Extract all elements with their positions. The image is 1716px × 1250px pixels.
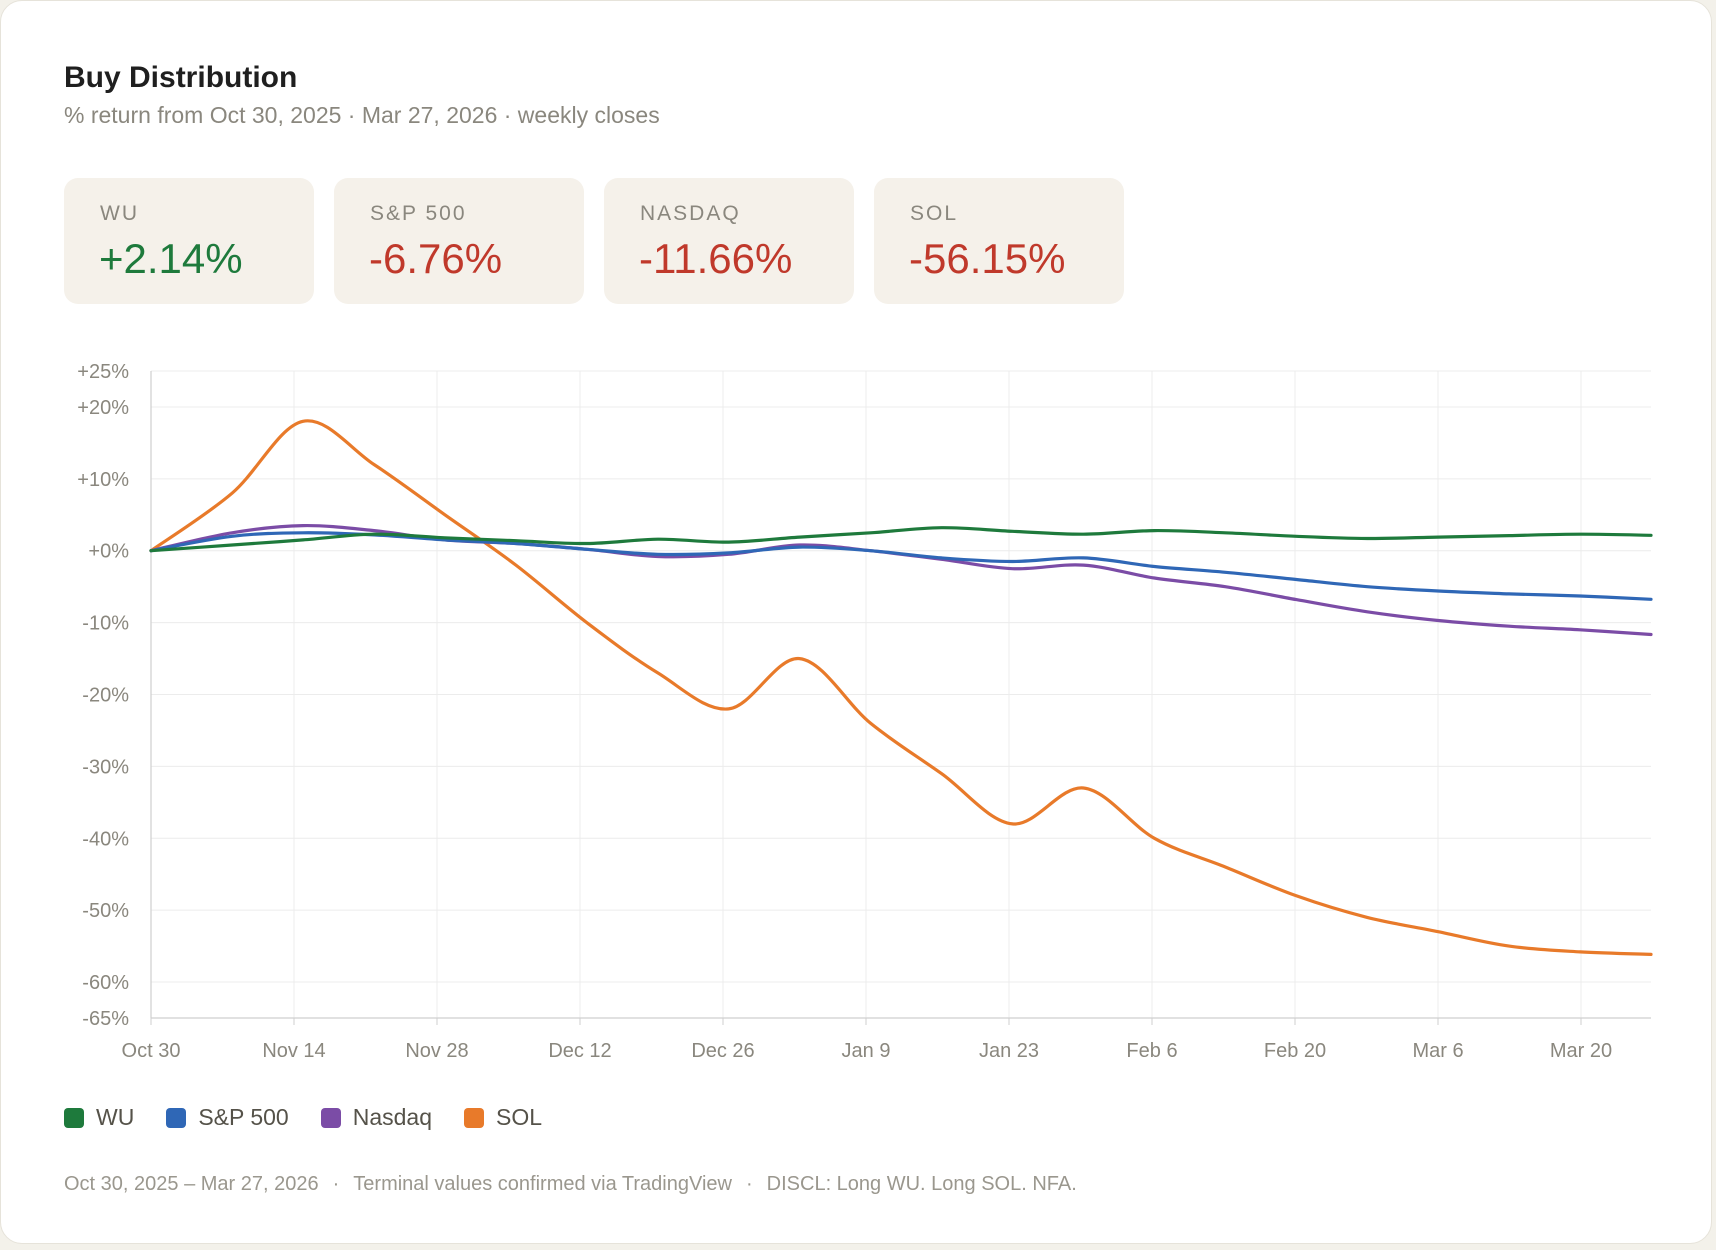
y-tick-label: +20% [77,397,129,419]
footer-source: Terminal values confirmed via TradingVie… [353,1173,732,1195]
legend-item-wu[interactable]: WU [64,1104,134,1131]
stat-card-sp500: S&P 500 -6.76% [334,178,584,304]
footer-note: Oct 30, 2025 – Mar 27, 2026 · Terminal val… [64,1173,1077,1196]
x-tick-label: Mar 6 [1412,1040,1463,1062]
stat-value: -11.66% [639,235,793,282]
footer-separator: · [745,1173,753,1195]
y-tick-label: -20% [82,685,129,707]
x-tick-label: Dec 12 [548,1040,611,1062]
legend-label: WU [96,1104,135,1130]
axes: +25% +20% +10% +0% -10% -20% -30% -40% -50% -60% -… [77,361,1651,1062]
legend-item-nasdaq[interactable]: Nasdaq [320,1104,432,1131]
y-tick-label: +10% [77,469,129,491]
legend-swatch [64,1107,84,1128]
legend-label: SOL [495,1104,543,1130]
y-tick-label: -40% [82,828,129,850]
series-line-sp500 [149,531,1653,601]
series-line-wu [149,526,1653,553]
x-tick-label: Feb 6 [1126,1040,1177,1062]
y-tick-label: +0% [88,541,129,563]
x-tick-label: Mar 20 [1550,1040,1612,1062]
x-tick-label: Feb 20 [1264,1040,1326,1062]
chart-title: Buy Distribution [64,61,298,94]
y-tick-label: -60% [82,972,129,994]
stat-value: +2.14% [99,235,243,282]
stat-card-wu: WU +2.14% [64,178,314,304]
legend-label: S&P 500 [198,1104,289,1130]
legend: WU S&P 500 Nasdaq SOL [64,1104,574,1131]
stat-value: -56.15% [909,235,1066,282]
legend-item-sol[interactable]: SOL [463,1104,543,1131]
x-tick-label: Jan 23 [979,1040,1039,1062]
footer-disclaimer: DISCL: Long WU. Long SOL. NFA. [766,1173,1077,1195]
footer-separator: · [332,1173,340,1195]
stat-label: S&P 500 [370,202,467,225]
footer-range: Oct 30, 2025 – Mar 27, 2026 [64,1173,319,1195]
stat-value: -6.76% [369,235,503,282]
chart-subtitle: % return from Oct 30, 2025 · Mar 27, 202… [64,102,660,128]
line-chart: +25% +20% +10% +0% -10% -20% -30% -40% -50% -60% -… [77,361,1653,1062]
x-tick-label: Jan 9 [842,1040,891,1062]
y-tick-label: -65% [82,1008,129,1030]
y-tick-label: -30% [82,756,129,778]
y-tick-label: -10% [82,613,129,635]
legend-swatch [320,1107,341,1128]
legend-swatch [166,1107,187,1128]
stat-label: WU [100,202,139,225]
x-tick-label: Dec 26 [691,1040,754,1062]
legend-item-sp500[interactable]: S&P 500 [166,1104,289,1131]
series-line-nasdaq [149,523,1653,637]
y-tick-label: -50% [82,900,129,922]
y-tick-label: +25% [77,361,129,383]
stat-label: NASDAQ [640,202,741,225]
legend-swatch [463,1107,484,1128]
series-line-sol [149,419,1653,956]
x-tick-label: Oct 30 [122,1040,181,1062]
x-tick-label: Nov 14 [262,1040,325,1062]
grid [151,370,1651,1019]
stat-card-nasdaq: NASDAQ -11.66% [604,178,854,304]
series-lines [149,419,1653,956]
legend-label: Nasdaq [352,1104,432,1130]
stat-label: SOL [910,202,959,225]
x-tick-label: Nov 28 [405,1040,468,1062]
stat-card-sol: SOL -56.15% [874,178,1124,304]
